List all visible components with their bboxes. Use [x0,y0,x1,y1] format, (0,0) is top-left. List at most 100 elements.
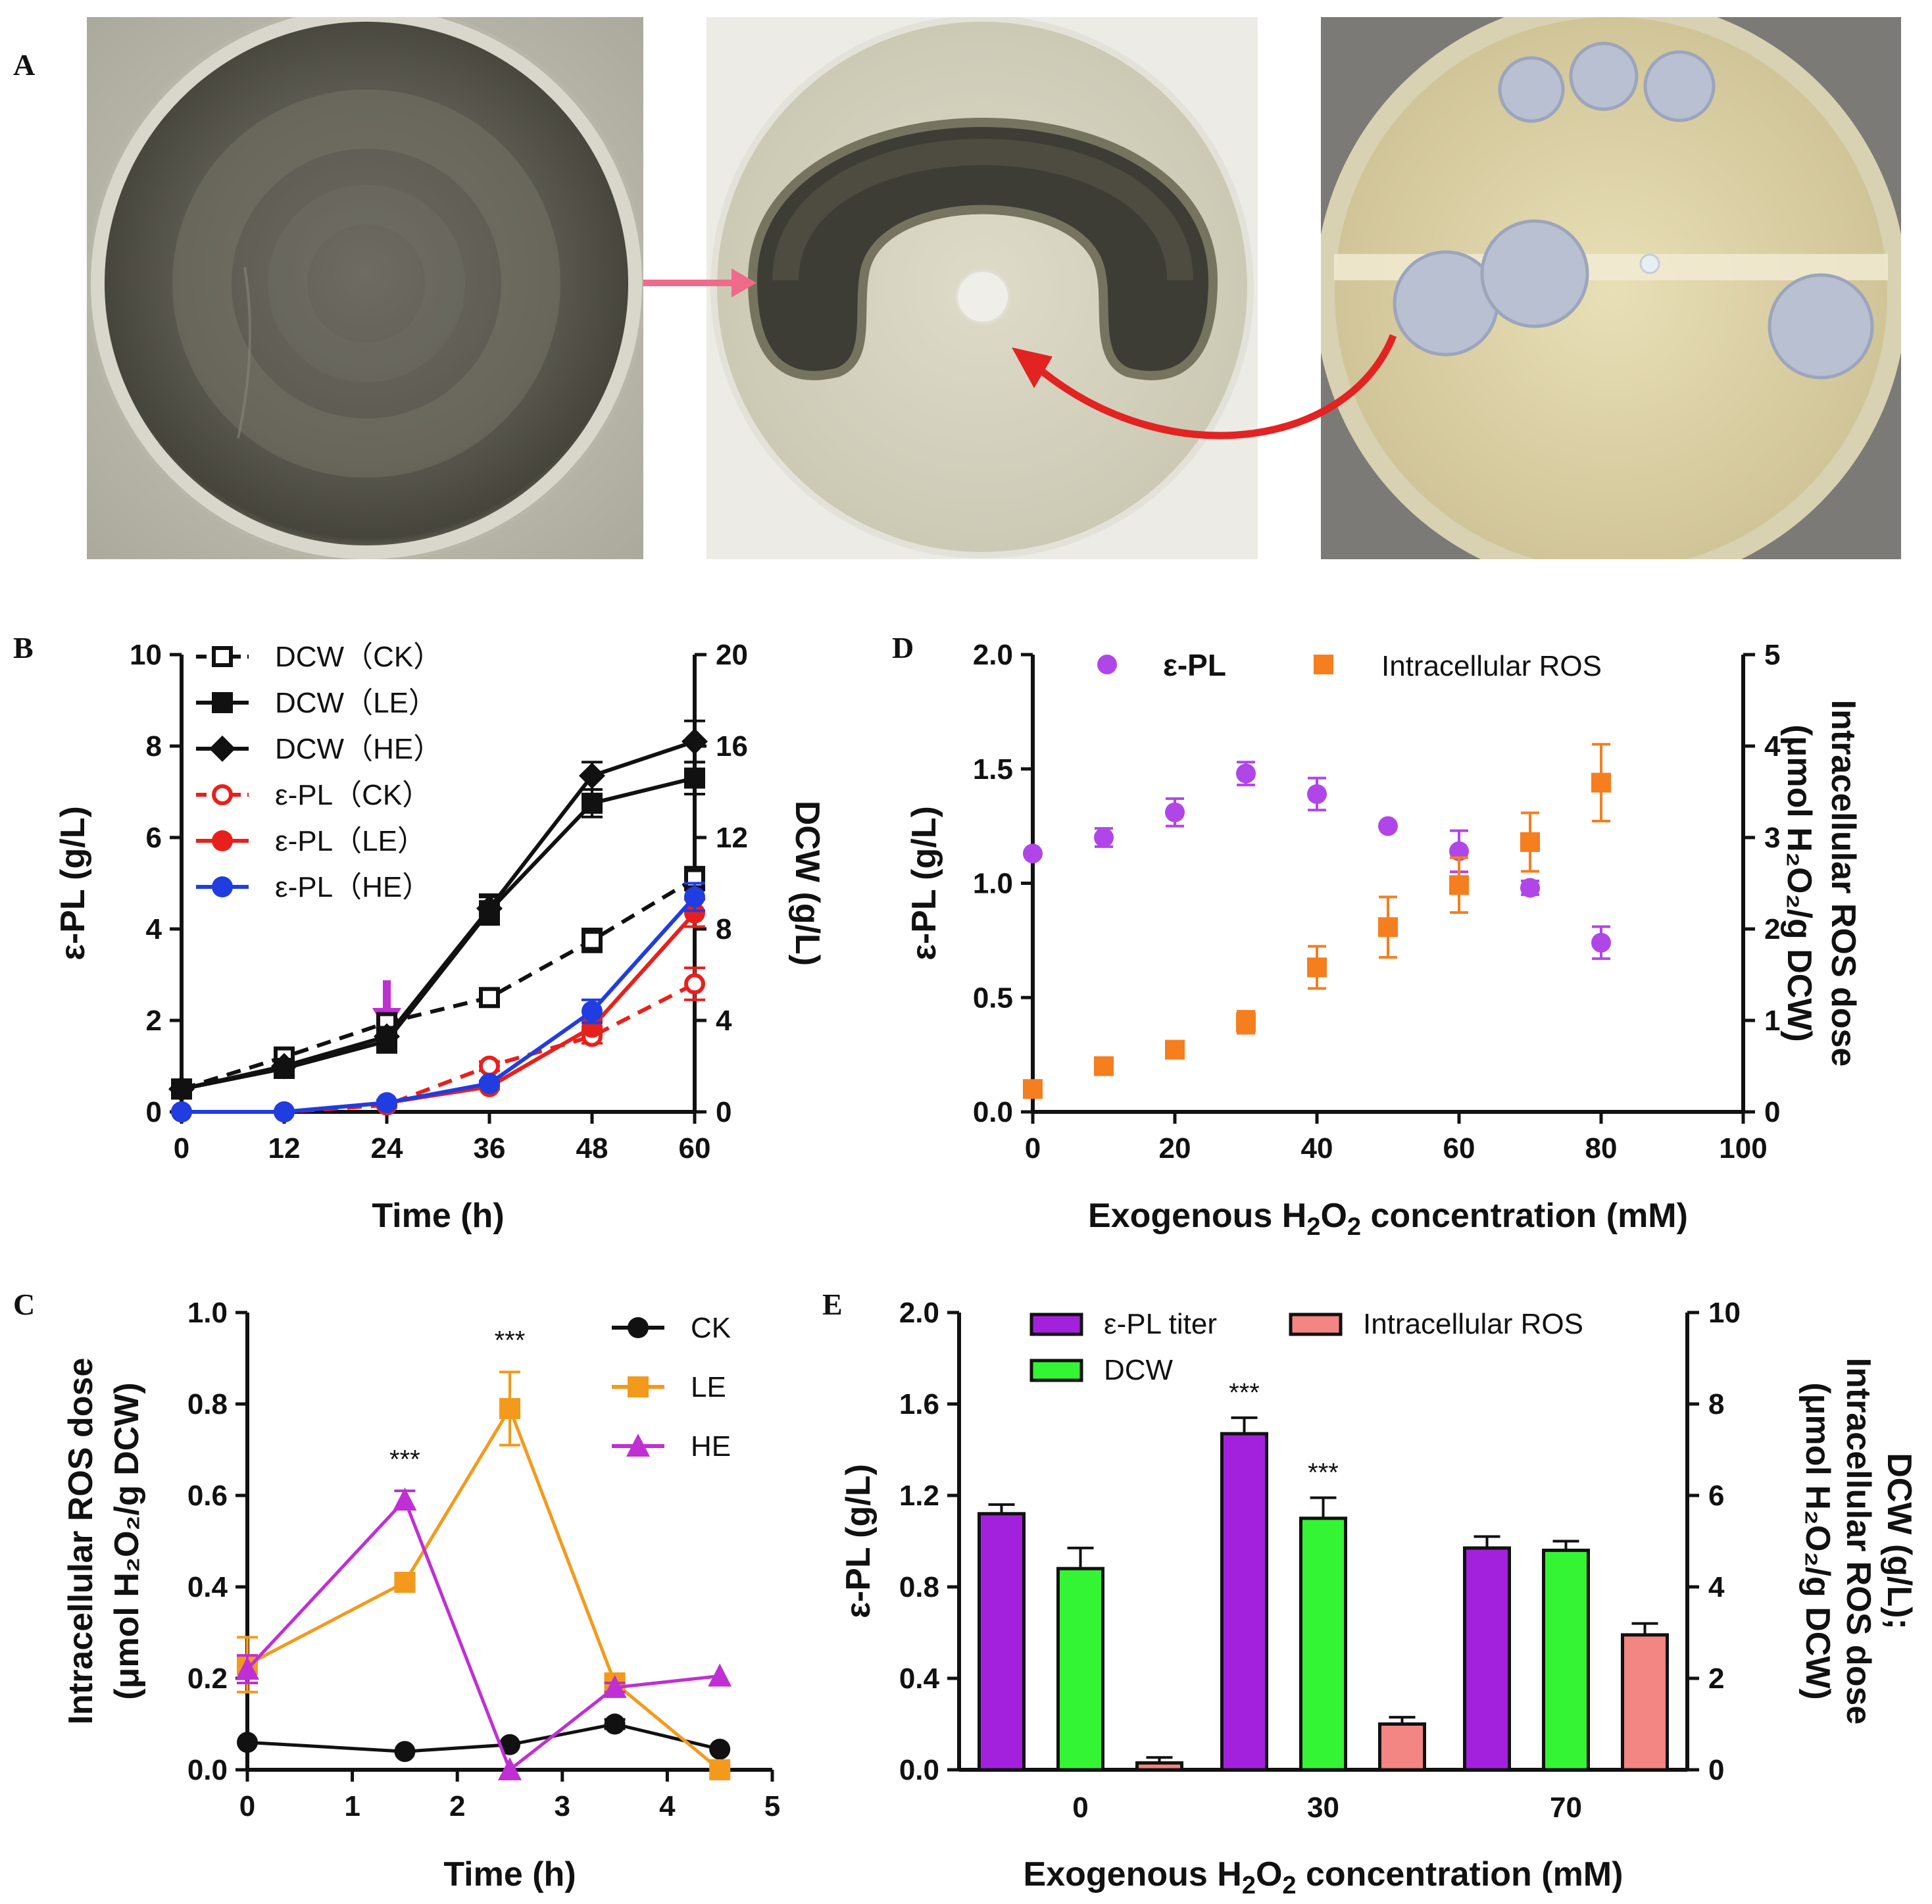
b-xtick-label: 0 [174,1132,189,1165]
b-legend-item-0: DCW（CK） [196,641,442,673]
e-ytick-right-label: 2 [1708,1663,1724,1695]
b-legend-label-3: ε-PL（CK） [275,779,431,811]
c-point-2-2 [498,1757,522,1780]
b-point-5-5 [684,886,705,908]
d-xtick-label: 40 [1301,1132,1333,1165]
e-bar-0-0 [978,1512,1026,1772]
c-xtick-label: 1 [344,1790,360,1822]
e-ytick-right-label: 10 [1708,1297,1741,1329]
e-legend-item-2: Intracellular ROS [1289,1308,1583,1340]
e-legend-label-2: Intracellular ROS [1363,1308,1583,1340]
b-legend-item-2: DCW（HE） [196,733,442,765]
e-ytick-left-label: 0.8 [899,1571,939,1603]
d-ytick-left-label: 0.0 [973,1096,1013,1128]
c-point-0-2 [499,1734,520,1755]
b-legend-marker-4 [212,830,233,851]
b-y-title-right: DCW (g/L) [788,801,826,966]
b-legend-label-2: DCW（HE） [275,733,442,765]
c-ytick-label: 0.8 [187,1388,228,1420]
c-ytick-label: 1.0 [187,1297,228,1329]
b-legend-item-3: ε-PL（CK） [196,779,431,811]
d-x-title: Exogenous H2O2 concentration (mM) [1088,1197,1688,1241]
d-point-1-4 [1307,957,1327,978]
d-xtick-label: 100 [1719,1132,1767,1165]
b-point-5-2 [376,1092,397,1114]
e-ytick-left-label: 1.6 [899,1388,939,1420]
c-legend-label-1: LE [691,1371,726,1403]
d-ytick-right-label: 5 [1764,639,1780,671]
inhibition-plate-photo [706,17,1258,559]
panel-letter-d: D [892,631,914,664]
c-y-title-line1: Intracellular ROS dose [62,1358,100,1725]
d-series-0 [1023,761,1611,961]
d-legend-item-1: Intracellular ROS [1314,650,1602,682]
e-ytick-right-label: 6 [1708,1480,1724,1512]
b-legend-item-1: DCW（LE） [196,687,437,719]
b-point-2-2 [374,1023,400,1050]
b-legend-marker-0 [212,646,233,667]
b-point-5-1 [274,1101,295,1122]
d-x-title-part: 2 [1306,1213,1320,1241]
c-xtick-label: 5 [764,1790,780,1822]
b-x-title: Time (h) [372,1197,504,1235]
c-series-0 [237,1713,731,1763]
b-point-2-5 [681,728,708,755]
b-ytick-right-label: 12 [716,822,748,854]
e-ytick-right-label: 0 [1708,1754,1724,1786]
e-x-title-part: concentration (mM) [1297,1855,1623,1893]
e-bar-0-2 [1463,1546,1511,1772]
e-xtick-label: 70 [1550,1791,1582,1824]
e-legend-swatch-0 [1029,1313,1083,1336]
b-ytick-left-label: 2 [146,1005,162,1037]
d-y-title-right-line2: (μmol H₂O₂/g DCW) [1780,724,1818,1041]
e-legend-label-1: DCW [1104,1354,1174,1386]
e-legend-swatch-1 [1029,1359,1083,1382]
d-ytick-right-label: 0 [1764,1096,1780,1128]
e-x-title: Exogenous H2O2 concentration (mM) [1024,1855,1623,1899]
d-point-0-7 [1520,878,1540,898]
e-ytick-left-label: 0.4 [899,1663,940,1695]
d-point-0-3 [1236,763,1256,784]
b-point-5-0 [171,1101,192,1122]
d-legend-label-0: ε-PL [1163,648,1226,682]
b-legend-label-0: DCW（CK） [275,641,442,673]
e-significance-1: *** [1308,1458,1339,1487]
c-legend-label-2: HE [691,1430,731,1463]
e-y-title-right-line3: (μmol H₂O₂/g DCW) [1798,1382,1837,1699]
d-ytick-right-label: 4 [1764,730,1781,763]
d-point-1-0 [1023,1079,1043,1099]
b-series-2 [168,719,708,1103]
e-ytick-right-label: 8 [1708,1388,1724,1420]
b-point-0-4 [582,930,603,951]
b-point-2-4 [579,763,605,789]
b-legend-label-5: ε-PL（HE） [275,871,431,903]
c-legend-marker-2 [626,1434,650,1457]
e-bar-1-2 [1542,1548,1590,1772]
e-legend-swatch-2 [1289,1313,1343,1336]
e-significance-0: *** [1229,1378,1260,1407]
c-point-2-3 [603,1674,627,1698]
d-point-0-0 [1023,843,1043,864]
b-xtick-label: 24 [371,1132,403,1165]
c-ytick-label: 0.4 [187,1571,228,1603]
b-ytick-left-label: 0 [146,1096,162,1128]
b-legend-marker-2 [209,736,235,762]
d-x-title-part: 2 [1347,1213,1361,1241]
c-ytick-label: 0.6 [187,1480,228,1512]
b-point-5-3 [479,1072,500,1094]
b-legend-marker-5 [212,876,233,897]
b-ytick-right-label: 20 [716,639,748,671]
c-xtick-label: 2 [449,1790,465,1822]
d-ytick-left-label: 2.0 [973,639,1013,671]
e-bar-1-0 [1056,1566,1104,1772]
e-y-title-left: ε-PL (g/L) [839,1464,878,1618]
d-x-title-part: O [1320,1197,1347,1235]
d-y-title-left: ε-PL (g/L) [905,806,943,961]
c-legend-marker-1 [628,1376,649,1397]
d-point-1-7 [1520,832,1540,852]
d-point-0-5 [1378,816,1398,836]
panel-letter-c: C [13,1288,36,1321]
b-series-5 [171,882,705,1122]
b-legend-item-5: ε-PL（HE） [196,871,431,903]
